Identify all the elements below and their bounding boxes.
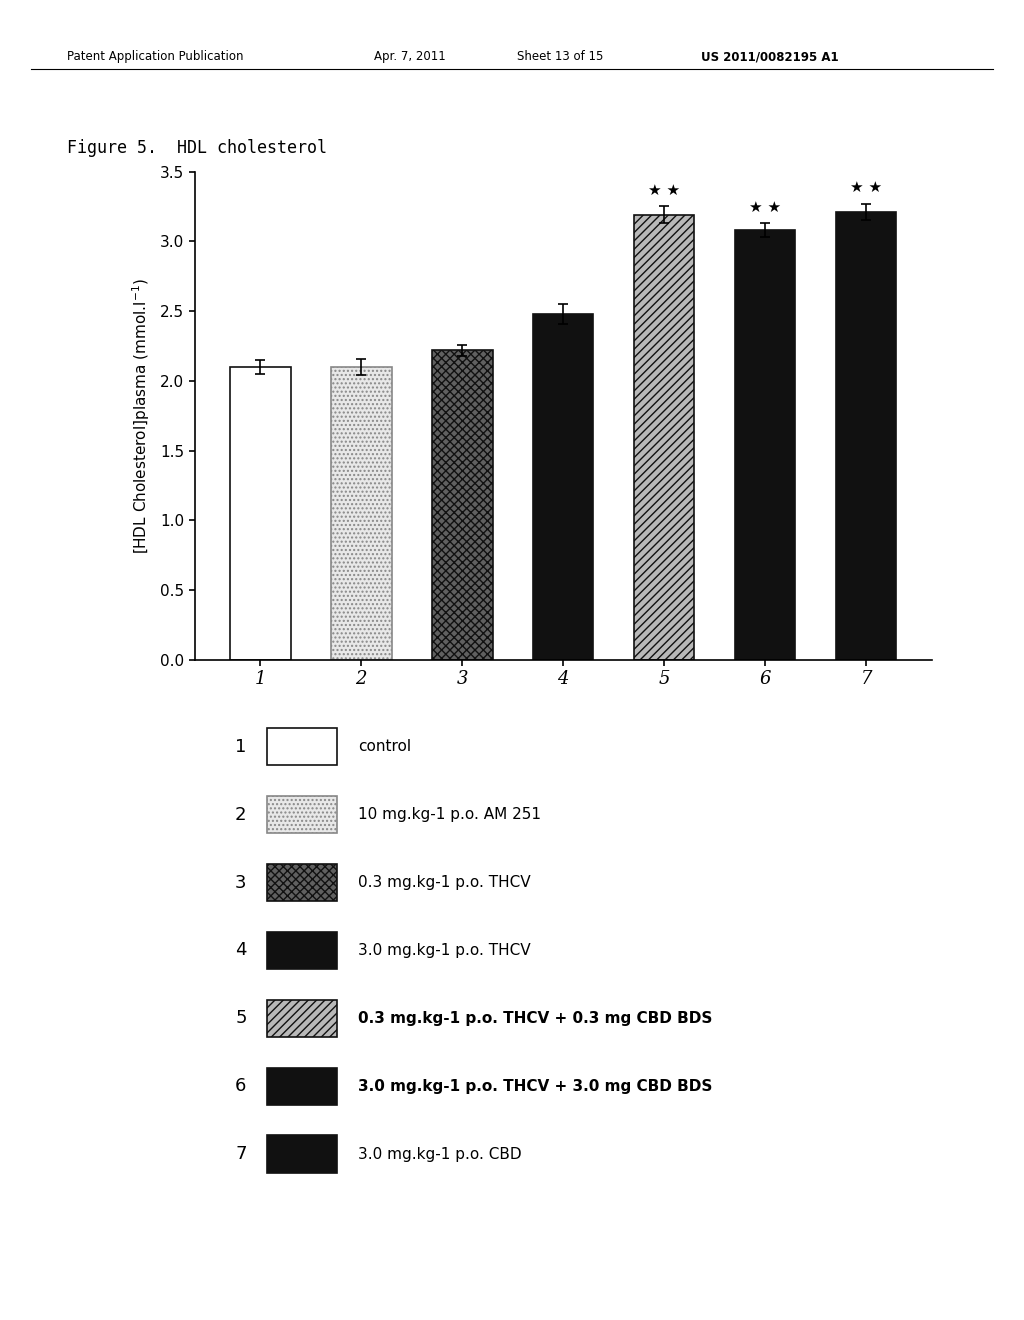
FancyBboxPatch shape	[267, 999, 337, 1038]
Text: 0.3 mg.kg-1 p.o. THCV: 0.3 mg.kg-1 p.o. THCV	[358, 875, 530, 890]
Text: 1: 1	[236, 738, 247, 756]
Text: 7: 7	[236, 1144, 247, 1163]
FancyBboxPatch shape	[267, 1135, 337, 1172]
Bar	[836, 213, 896, 660]
Text: Sheet 13 of 15: Sheet 13 of 15	[517, 50, 603, 63]
Text: ★ ★: ★ ★	[750, 199, 781, 215]
FancyBboxPatch shape	[267, 863, 337, 902]
Text: 5: 5	[236, 1010, 247, 1027]
Bar	[331, 367, 391, 660]
Text: 3: 3	[236, 874, 247, 891]
Bar	[230, 367, 291, 660]
Text: 3.0 mg.kg-1 p.o. THCV: 3.0 mg.kg-1 p.o. THCV	[358, 942, 530, 958]
Text: 0.3 mg.kg-1 p.o. THCV + 0.3 mg CBD BDS: 0.3 mg.kg-1 p.o. THCV + 0.3 mg CBD BDS	[358, 1011, 713, 1026]
Text: Figure 5.  HDL cholesterol: Figure 5. HDL cholesterol	[67, 139, 327, 157]
Text: Apr. 7, 2011: Apr. 7, 2011	[374, 50, 445, 63]
Bar	[634, 215, 694, 660]
FancyBboxPatch shape	[267, 1068, 337, 1105]
Bar	[735, 230, 796, 660]
Text: 2: 2	[236, 805, 247, 824]
Y-axis label: [HDL Cholesterol]plasma (mmol.l$^{-1}$): [HDL Cholesterol]plasma (mmol.l$^{-1}$)	[130, 279, 152, 553]
Text: ★ ★: ★ ★	[850, 181, 883, 195]
Text: 10 mg.kg-1 p.o. AM 251: 10 mg.kg-1 p.o. AM 251	[358, 807, 541, 822]
Bar	[432, 350, 493, 660]
Bar	[532, 314, 594, 660]
Text: Patent Application Publication: Patent Application Publication	[67, 50, 243, 63]
FancyBboxPatch shape	[267, 729, 337, 766]
Text: 3.0 mg.kg-1 p.o. THCV + 3.0 mg CBD BDS: 3.0 mg.kg-1 p.o. THCV + 3.0 mg CBD BDS	[358, 1078, 713, 1094]
Text: 3.0 mg.kg-1 p.o. CBD: 3.0 mg.kg-1 p.o. CBD	[358, 1147, 521, 1162]
Text: 4: 4	[236, 941, 247, 960]
FancyBboxPatch shape	[267, 932, 337, 969]
Text: ★ ★: ★ ★	[648, 183, 680, 198]
Text: 6: 6	[236, 1077, 247, 1096]
Text: control: control	[358, 739, 411, 754]
Text: US 2011/0082195 A1: US 2011/0082195 A1	[701, 50, 839, 63]
FancyBboxPatch shape	[267, 796, 337, 833]
